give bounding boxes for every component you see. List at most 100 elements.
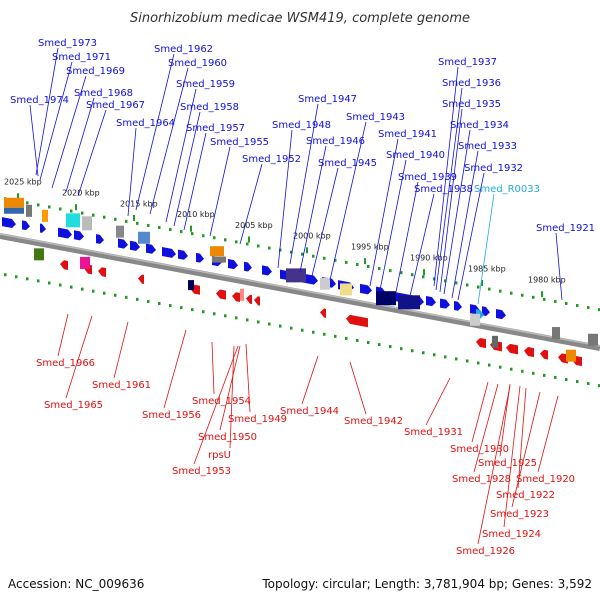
track-dot bbox=[147, 299, 150, 303]
forward-gene-label: Smed_1952 bbox=[242, 154, 301, 165]
label-leader-line bbox=[65, 315, 93, 399]
feature-box bbox=[240, 288, 244, 301]
scale-label: 2025 kbp bbox=[4, 178, 42, 187]
feature-box bbox=[566, 349, 576, 362]
label-leader-line bbox=[473, 383, 499, 473]
label-leader-line bbox=[219, 345, 241, 431]
gene-tracks: 2025 kbp 2020 kbp 2015 kbp 2010 kbp 2005 kbp… bbox=[0, 178, 600, 388]
label-leader-line bbox=[471, 381, 489, 443]
forward-gene-arrow bbox=[40, 223, 46, 233]
track-dot bbox=[191, 232, 194, 236]
track-dot bbox=[37, 279, 40, 283]
feature-box bbox=[4, 207, 24, 214]
scale-label: 2020 kbp bbox=[62, 189, 100, 198]
track-dot bbox=[169, 228, 172, 232]
reverse-gene-label: Smed_1961 bbox=[92, 380, 151, 391]
forward-gene-arrow bbox=[262, 265, 272, 276]
feature-box bbox=[340, 283, 352, 296]
track-dot bbox=[158, 225, 161, 229]
reverse-gene-label: Smed_1949 bbox=[228, 414, 287, 425]
track-dot bbox=[499, 365, 502, 369]
track-dot bbox=[411, 349, 414, 353]
label-leader-line bbox=[289, 103, 319, 265]
feature-box bbox=[320, 277, 330, 290]
forward-gene-label: Smed_1964 bbox=[116, 118, 175, 129]
track-dot bbox=[70, 209, 73, 213]
track-dot bbox=[312, 254, 315, 258]
track-dot bbox=[499, 289, 502, 293]
map-title: Sinorhizobium medicae WSM419, complete g… bbox=[130, 11, 470, 26]
label-leader-line bbox=[39, 61, 73, 181]
track-dot bbox=[356, 262, 359, 266]
track-dot bbox=[301, 328, 304, 332]
forward-gene-label: Smed_1939 bbox=[398, 172, 457, 183]
forward-gene-arrow bbox=[74, 230, 84, 241]
forward-gene-arrow bbox=[454, 300, 462, 311]
label-leader-line bbox=[299, 145, 327, 273]
track-dot bbox=[48, 281, 51, 285]
forward-gene-label: Smed_1955 bbox=[210, 137, 269, 148]
feature-box bbox=[398, 295, 420, 310]
track-dot bbox=[367, 341, 370, 345]
track-dot bbox=[576, 304, 579, 308]
scale-label: 2015 kbp bbox=[120, 199, 158, 208]
reverse-gene-arrow bbox=[524, 346, 534, 358]
reverse-gene-label: Smed_1942 bbox=[344, 416, 403, 427]
feature-box bbox=[80, 256, 90, 269]
track-dot bbox=[114, 293, 117, 297]
feature-box bbox=[210, 246, 224, 257]
track-dot bbox=[235, 316, 238, 320]
reverse-gene-arrow bbox=[138, 274, 144, 284]
feature-box bbox=[212, 256, 226, 263]
forward-gene-label: Smed_1921 bbox=[536, 223, 595, 234]
forward-gene-arrow bbox=[58, 227, 72, 239]
forward-gene-label: Smed_1932 bbox=[464, 163, 523, 174]
track-dot bbox=[103, 291, 106, 295]
label-leader-line bbox=[135, 53, 175, 211]
forward-gene-arrow bbox=[146, 243, 156, 254]
forward-gene-label: Smed_1962 bbox=[154, 44, 213, 55]
track-dot bbox=[378, 343, 381, 347]
reverse-gene-label: Smed_1920 bbox=[516, 474, 575, 485]
reverse-gene-label: Smed_1931 bbox=[404, 427, 463, 438]
forward-gene-label: Smed_1960 bbox=[168, 58, 227, 69]
track-dot bbox=[290, 326, 293, 330]
label-leader-line bbox=[439, 108, 463, 293]
track-dot bbox=[334, 334, 337, 338]
label-leader-line bbox=[29, 104, 39, 177]
track-dot bbox=[444, 355, 447, 359]
forward-gene-arrow bbox=[22, 220, 30, 231]
label-leader-line bbox=[477, 385, 511, 545]
forward-gene-arrow bbox=[482, 306, 490, 316]
feature-box bbox=[4, 197, 24, 208]
reverse-gene-label: Smed_1953 bbox=[172, 466, 231, 477]
label-leader-line bbox=[555, 232, 563, 301]
feature-box bbox=[66, 213, 80, 228]
label-leader-line bbox=[149, 67, 189, 215]
track-dot bbox=[136, 221, 139, 225]
reverse-gene-arrow bbox=[216, 289, 226, 300]
forward-gene-label: Smed_1946 bbox=[306, 136, 365, 147]
label-leader-line bbox=[537, 395, 559, 473]
scale-label: 1985 kbp bbox=[468, 264, 506, 273]
track-dot bbox=[246, 318, 249, 322]
track-dot bbox=[565, 377, 568, 381]
feature-box bbox=[588, 333, 598, 346]
feature-box bbox=[188, 280, 194, 291]
genome-backbone bbox=[0, 233, 600, 351]
reverse-gene-label: Smed_1950 bbox=[198, 432, 257, 443]
label-leader-line bbox=[165, 88, 197, 223]
label-leader-line bbox=[435, 87, 463, 291]
reverse-gene-label: rpsU bbox=[208, 450, 231, 461]
reverse-gene-arrow bbox=[558, 353, 568, 364]
forward-gene-arrow bbox=[228, 258, 238, 270]
label-leader-line bbox=[113, 321, 129, 379]
forward-gene-label: Smed_1937 bbox=[438, 57, 497, 68]
label-leader-line bbox=[451, 150, 479, 299]
track-dot bbox=[389, 269, 392, 273]
reverse-gene-label: Smed_1924 bbox=[482, 529, 541, 540]
forward-gene-label: Smed_1967 bbox=[86, 100, 145, 111]
label-leader-line bbox=[503, 385, 521, 528]
track-dot bbox=[59, 207, 62, 211]
